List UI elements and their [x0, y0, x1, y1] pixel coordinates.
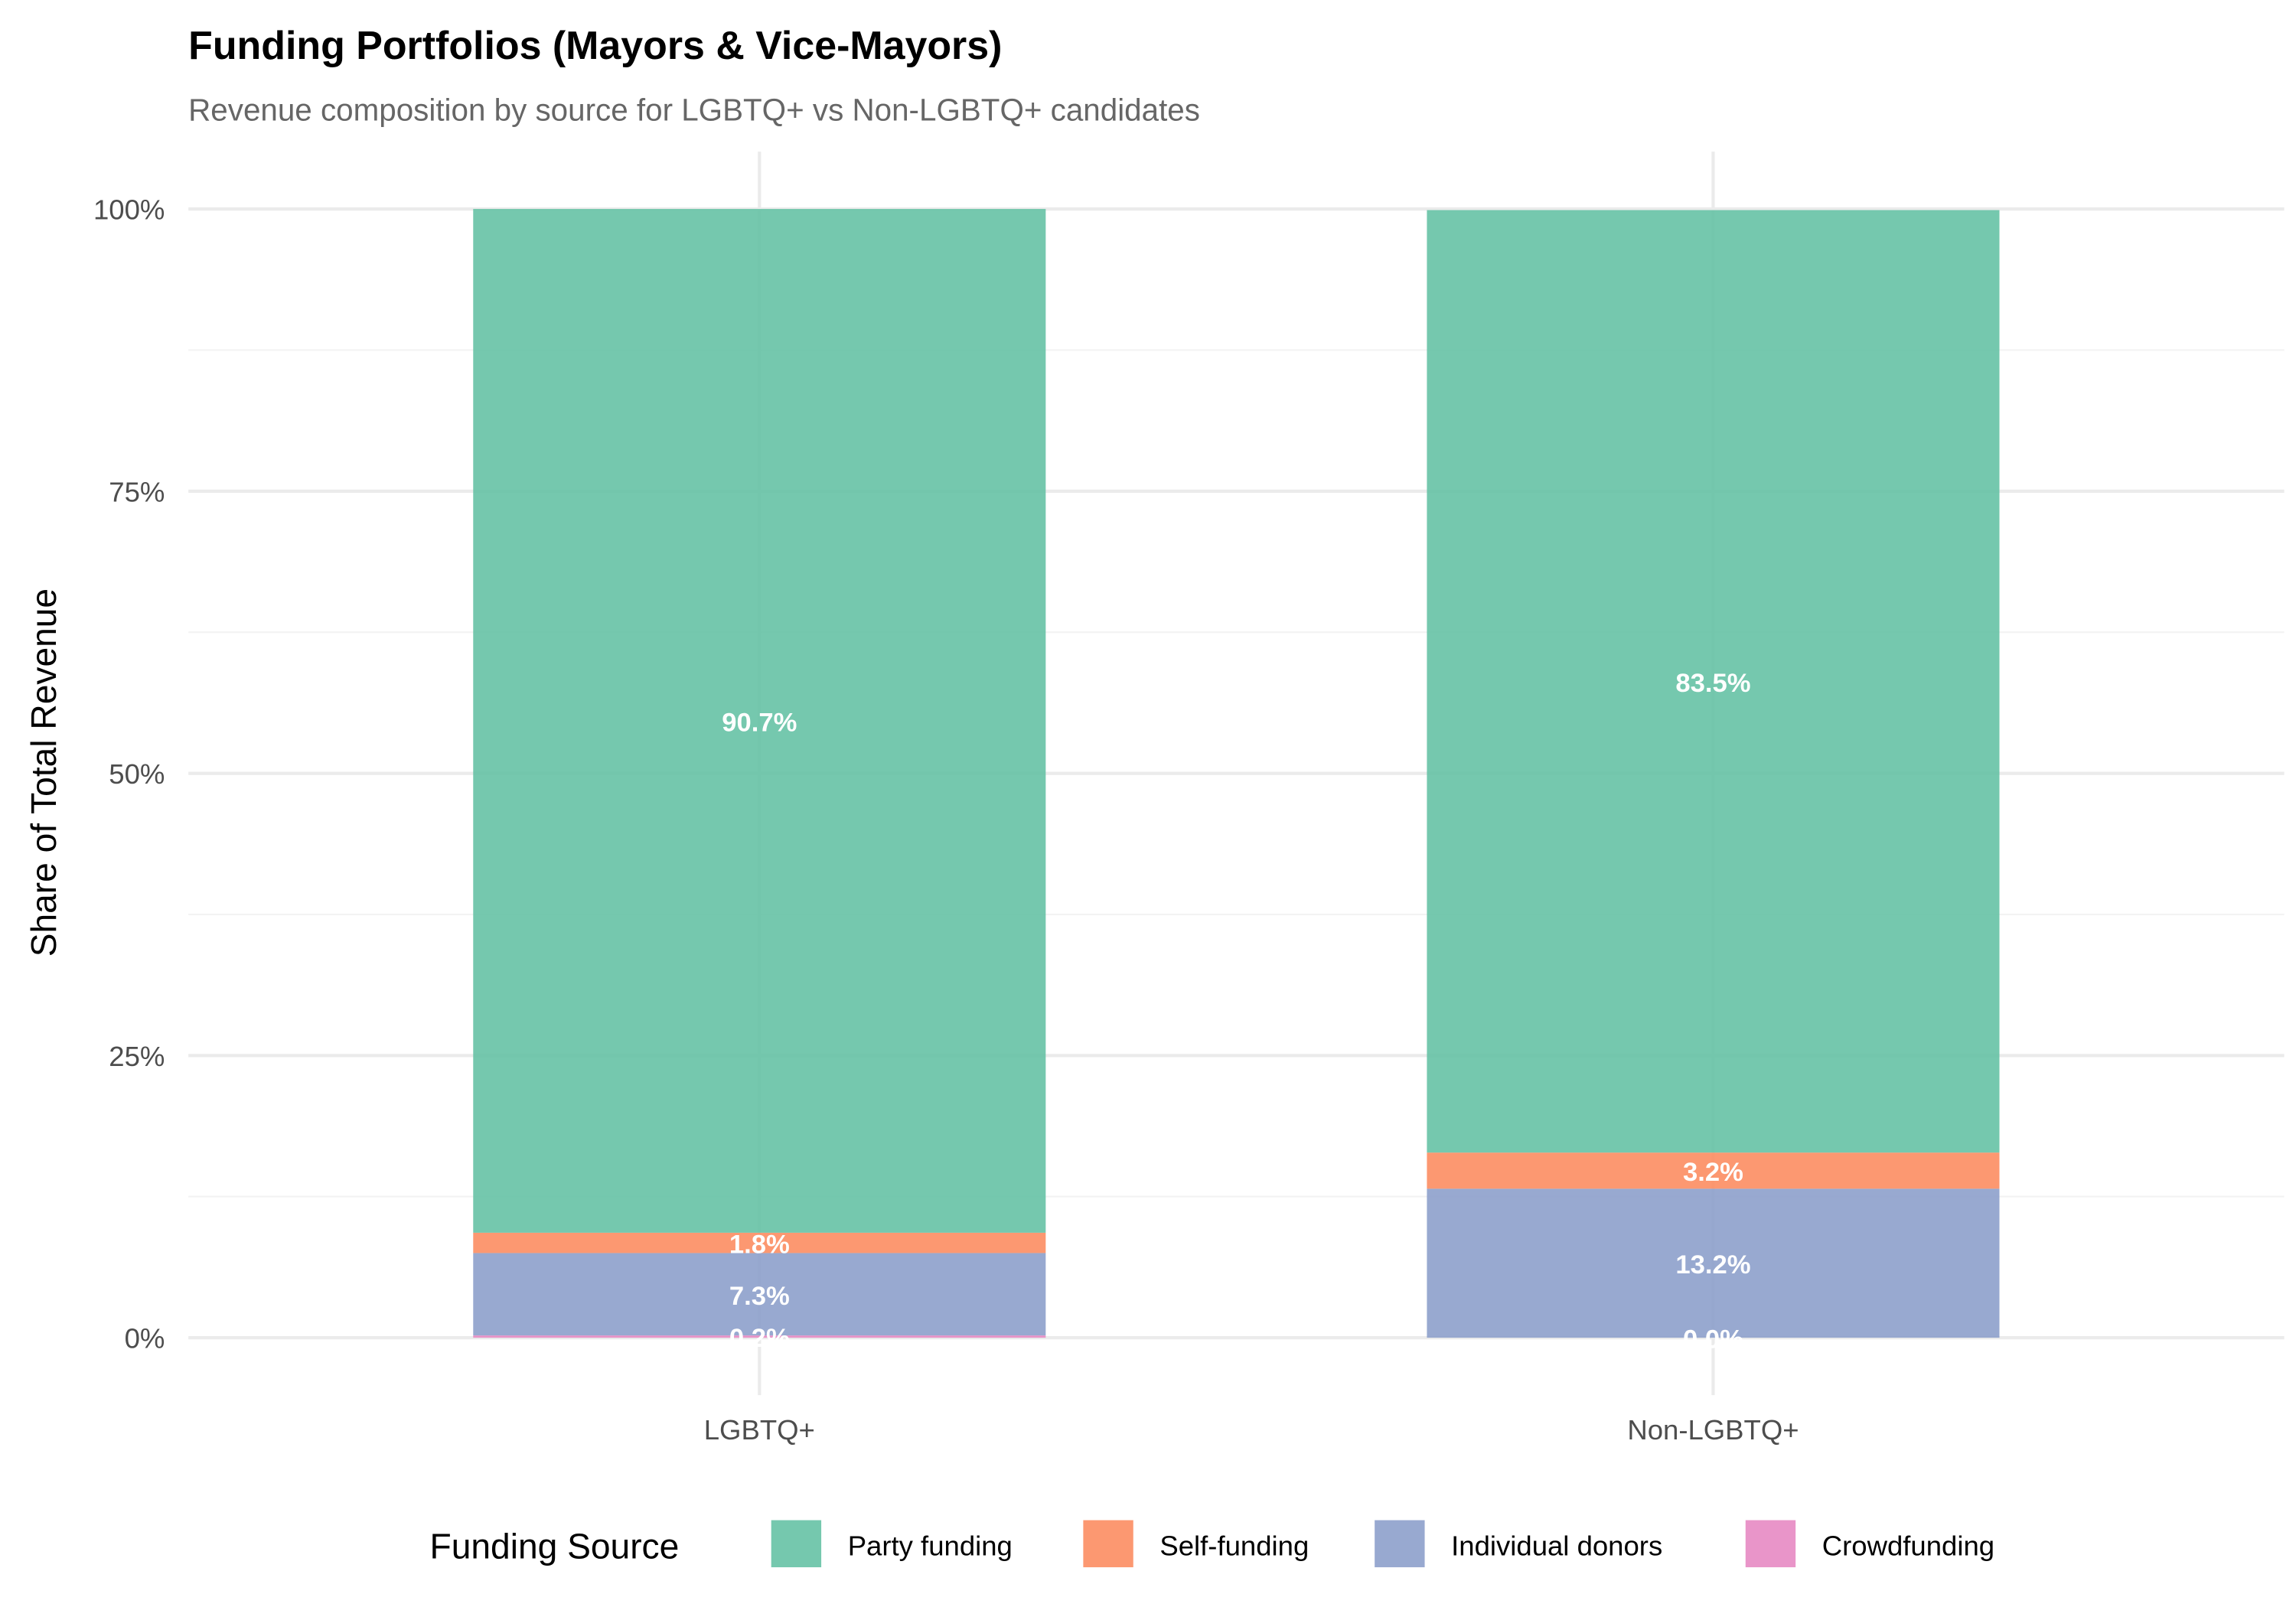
y-tick-label: 75%	[109, 476, 165, 507]
y-tick-label: 100%	[93, 194, 165, 226]
y-axis-label: Share of Total Revenue	[24, 588, 64, 957]
legend-label: Self-funding	[1159, 1530, 1309, 1562]
data-label: 90.7%	[722, 708, 797, 737]
y-tick-label: 50%	[109, 758, 165, 790]
legend-swatch	[771, 1520, 822, 1568]
bar-segment	[1427, 1188, 2000, 1338]
legend: Funding Source Party funding Self-funding…	[430, 1520, 1994, 1568]
y-tick-label: 25%	[109, 1041, 165, 1072]
x-tick-label: Non-LGBTQ+	[1627, 1414, 1799, 1446]
bar-segment	[473, 1335, 1046, 1338]
chart-subtitle: Revenue composition by source for LGBTQ+…	[188, 93, 1200, 128]
data-label: 1.8%	[729, 1231, 790, 1260]
data-label: 13.2%	[1675, 1250, 1750, 1279]
axis-ticks: 0% 25% 50% 75% 100% LGBTQ+ Non-LGBTQ+	[93, 194, 1799, 1446]
x-tick-label: LGBTQ+	[704, 1414, 815, 1446]
bar-segment	[473, 209, 1046, 1233]
bar-segment	[1427, 1152, 2000, 1189]
legend-swatch	[1745, 1520, 1796, 1568]
legend-label: Crowdfunding	[1822, 1530, 1994, 1562]
data-labels: 0.2% 7.3% 1.8% 90.7% 0.0% 13.2% 3.2% 83.5%	[722, 669, 1750, 1354]
chart-title: Funding Portfolios (Mayors & Vice-Mayors…	[188, 24, 1002, 68]
data-label: 3.2%	[1683, 1158, 1743, 1187]
legend-title: Funding Source	[430, 1527, 680, 1566]
data-label: 83.5%	[1675, 669, 1750, 698]
legend-swatch	[1083, 1520, 1133, 1568]
bars	[473, 209, 2000, 1338]
data-label: 7.3%	[729, 1282, 790, 1311]
legend-swatch	[1375, 1520, 1425, 1568]
data-label: 0.2%	[729, 1324, 790, 1353]
legend-label: Party funding	[848, 1530, 1013, 1562]
bar-segment	[1427, 210, 2000, 1153]
legend-label: Individual donors	[1451, 1530, 1662, 1562]
bar-segment	[473, 1253, 1046, 1336]
y-tick-label: 0%	[125, 1323, 165, 1354]
data-label: 0.0%	[1683, 1325, 1743, 1354]
bar-segment	[473, 1232, 1046, 1253]
